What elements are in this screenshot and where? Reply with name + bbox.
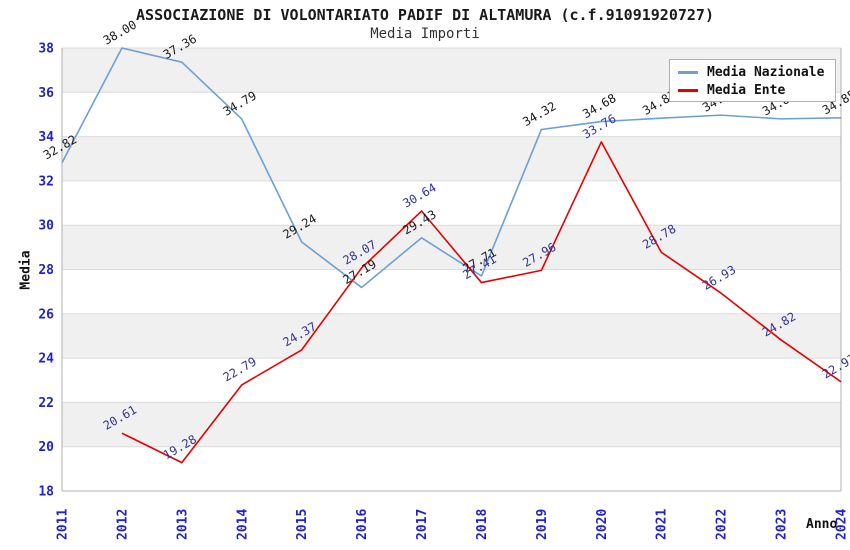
y-tick-label: 20	[38, 440, 54, 455]
x-tick-label: 2013	[175, 509, 190, 540]
plot-band	[62, 402, 841, 447]
legend-line-swatch-red-icon	[678, 88, 698, 92]
data-point-label: 38.00	[101, 17, 139, 47]
x-tick-label: 2022	[715, 509, 730, 540]
legend: Media Nazionale Media Ente	[669, 59, 836, 102]
y-axis-title: Media	[18, 250, 34, 290]
y-tick-label: 26	[38, 307, 54, 322]
data-point-label: 34.32	[520, 99, 558, 129]
y-tick-label: 38	[38, 42, 54, 57]
plot-band	[62, 313, 841, 359]
legend-label-media-nazionale: Media Nazionale	[707, 64, 825, 80]
plot-band	[62, 136, 841, 181]
series-line-media-ente	[121, 141, 842, 464]
y-tick-label: 36	[38, 86, 54, 101]
legend-item-media-ente: Media Ente	[678, 81, 835, 99]
legend-item-media-nazionale: Media Nazionale	[678, 63, 835, 81]
x-axis-title: Anno	[806, 517, 838, 532]
x-tick-label: 2015	[295, 509, 310, 540]
x-tick-label: 2011	[56, 509, 71, 540]
y-tick-label: 22	[38, 396, 54, 411]
y-tick-label: 30	[38, 219, 54, 234]
data-point-label: 30.64	[400, 180, 438, 210]
data-point-label: 34.79	[221, 89, 259, 119]
legend-line-swatch-blue-icon	[678, 70, 698, 74]
y-tick-label: 18	[38, 485, 54, 500]
x-tick-label: 2012	[115, 509, 130, 540]
x-tick-label: 2017	[415, 509, 430, 540]
x-tick-label: 2019	[535, 509, 550, 540]
x-tick-label: 2021	[655, 509, 670, 540]
x-tick-label: 2023	[775, 509, 790, 540]
chart-title: ASSOCIAZIONE DI VOLONTARIATO PADIF DI AL…	[136, 6, 714, 24]
data-point-label: 22.79	[221, 354, 259, 384]
x-tick-label: 2024	[835, 509, 850, 540]
x-tick-label: 2018	[475, 509, 490, 540]
series-line-media-nazionale	[61, 47, 842, 289]
legend-label-media-ente: Media Ente	[707, 82, 786, 98]
x-tick-label: 2014	[235, 509, 250, 540]
chart-subtitle: Media Importi	[370, 26, 480, 42]
y-tick-label: 24	[38, 352, 54, 367]
x-tick-label: 2016	[355, 509, 370, 540]
y-tick-label: 28	[38, 263, 54, 278]
y-tick-label: 34	[38, 130, 54, 145]
y-tick-label: 32	[38, 174, 54, 189]
x-tick-label: 2020	[595, 509, 610, 540]
